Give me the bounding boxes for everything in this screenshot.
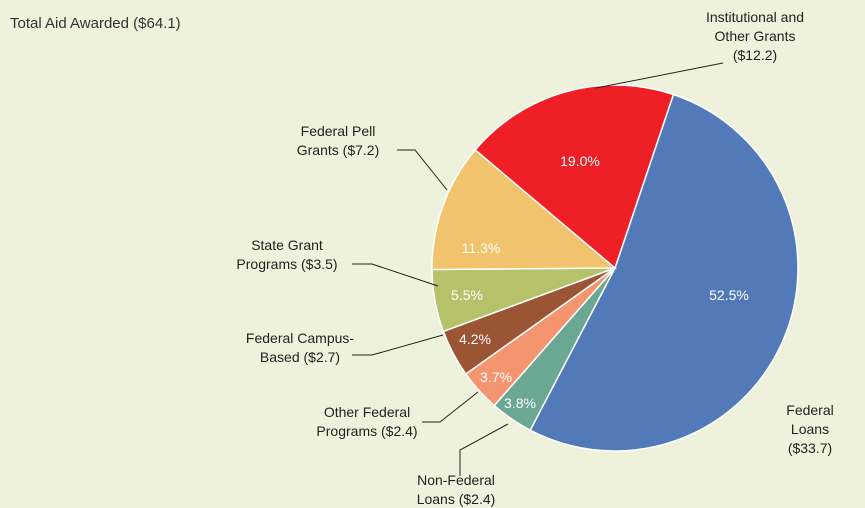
pie-slice [474, 84, 675, 270]
leader-line [422, 391, 479, 423]
category-label: Federal Campus- Based ($2.7) [245, 330, 355, 365]
data-label: 11.3% [461, 240, 501, 256]
category-label: Non-Federal Loans ($2.4) [416, 472, 496, 507]
chart-title: Total Aid Awarded ($64.1) [10, 15, 181, 32]
data-label: 52.5% [709, 287, 749, 303]
leader-line [595, 62, 724, 89]
category-label: Other Federal Programs ($2.4) [316, 404, 418, 439]
data-label: 4.2% [459, 331, 491, 347]
category-label: Federal Pell Grants ($7.2) [296, 123, 380, 158]
pie-slice [431, 148, 618, 271]
data-label: 3.7% [480, 369, 512, 385]
data-label: 19.0% [560, 153, 600, 169]
leader-line [397, 149, 448, 191]
leader-line [352, 334, 444, 356]
leader-line [352, 263, 439, 287]
category-label: Institutional and Other Grants ($12.2) [705, 9, 805, 63]
data-label: 5.5% [451, 287, 483, 303]
category-label: State Grant Programs ($3.5) [236, 237, 338, 272]
pie-slice [529, 93, 799, 452]
category-label: Federal Loans ($33.7) [786, 402, 834, 456]
leader-line [459, 423, 509, 476]
data-label: 3.8% [504, 395, 536, 411]
